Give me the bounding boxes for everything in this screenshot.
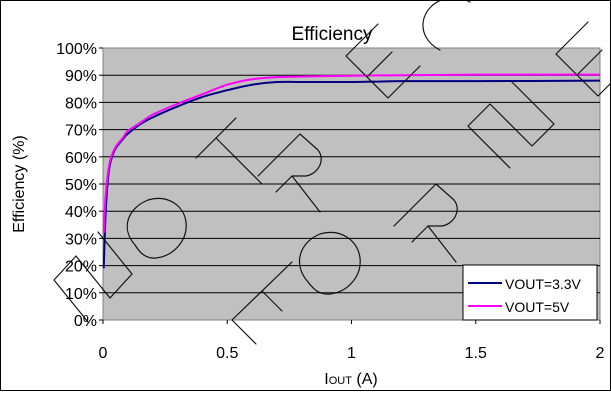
x-axis-label: IOUT (A) xyxy=(324,371,377,388)
watermark-letter-e xyxy=(345,23,421,99)
watermark-letter-e2 xyxy=(555,21,611,97)
y-tick-label: 50% xyxy=(65,177,97,194)
y-axis-label: Efficiency (%) xyxy=(11,135,28,233)
x-axis-label-main: I xyxy=(324,371,328,388)
y-tick-label: 20% xyxy=(65,259,97,276)
watermark-letter-r2 xyxy=(393,183,458,263)
watermark xyxy=(53,0,611,345)
watermark-letter-n2 xyxy=(467,81,555,169)
y-tick-label: 90% xyxy=(65,68,97,85)
x-tick-label: 0 xyxy=(99,345,108,362)
y-tick-label: 30% xyxy=(65,231,97,248)
watermark-letter-t xyxy=(195,117,263,185)
y-tick-label: 60% xyxy=(65,150,97,167)
x-axis-label-subscript: OUT xyxy=(329,375,353,387)
chart-legend: VOUT=3.3V VOUT=5V xyxy=(462,264,598,321)
watermark-letter-r xyxy=(257,133,322,213)
x-tick-label: 0.5 xyxy=(216,345,238,362)
y-tick-label: 100% xyxy=(56,41,97,58)
y-tick-label: 80% xyxy=(65,95,97,112)
y-tick-label: 0% xyxy=(74,313,97,330)
legend-label-vout-3v3: VOUT=3.3V xyxy=(505,276,582,292)
series-layer xyxy=(103,73,600,269)
legend-label-vout-5v: VOUT=5V xyxy=(505,299,570,315)
x-axis-label-unit: (A) xyxy=(352,371,378,388)
legend-box xyxy=(462,264,598,321)
y-tick-label: 70% xyxy=(65,123,97,140)
x-tick-label: 1 xyxy=(347,345,356,362)
x-tick-label: 1.5 xyxy=(465,345,487,362)
watermark-letter-n1 xyxy=(53,231,133,323)
watermark-letter-c xyxy=(422,0,471,51)
chart-title: Efficiency xyxy=(292,24,373,45)
watermark-letter-o xyxy=(126,197,187,259)
series-line-vout-5v xyxy=(103,73,600,234)
x-tick-label: 2 xyxy=(596,345,605,362)
y-tick-labels: 0% 10% 20% 30% 40% 50% 60% 70% 80% 90% 100% xyxy=(56,41,103,330)
watermark-letter-o2 xyxy=(298,231,361,295)
watermark-letter-f xyxy=(231,261,293,345)
x-tick-labels: 0 0.5 1 1.5 2 xyxy=(99,320,605,362)
y-tick-label: 10% xyxy=(65,286,97,303)
y-tick-label: 40% xyxy=(65,204,97,221)
